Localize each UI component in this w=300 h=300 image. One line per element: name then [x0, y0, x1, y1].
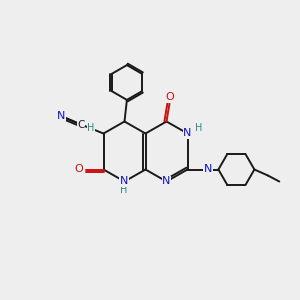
Text: N: N: [162, 176, 171, 187]
Text: N: N: [183, 128, 192, 139]
Text: H: H: [87, 123, 94, 133]
Text: O: O: [74, 164, 83, 175]
Text: O: O: [165, 92, 174, 102]
Text: H: H: [195, 123, 203, 133]
Text: N: N: [204, 164, 212, 175]
Text: N: N: [120, 176, 128, 187]
Text: C: C: [77, 119, 85, 130]
Text: H: H: [120, 185, 128, 195]
Text: N: N: [57, 110, 65, 121]
